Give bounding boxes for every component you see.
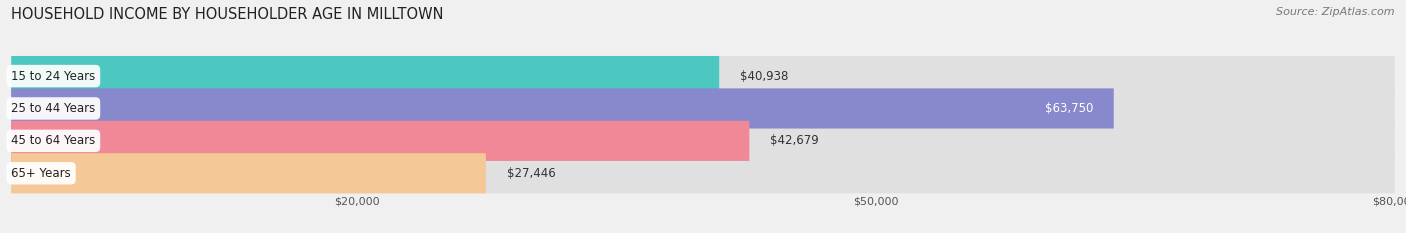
Text: $42,679: $42,679 [770,134,818,147]
FancyBboxPatch shape [11,153,1395,193]
FancyBboxPatch shape [11,56,1395,96]
FancyBboxPatch shape [11,121,1395,161]
FancyBboxPatch shape [11,88,1395,129]
Text: 65+ Years: 65+ Years [11,167,72,180]
Text: $40,938: $40,938 [740,70,789,82]
Text: $27,446: $27,446 [506,167,555,180]
Text: HOUSEHOLD INCOME BY HOUSEHOLDER AGE IN MILLTOWN: HOUSEHOLD INCOME BY HOUSEHOLDER AGE IN M… [11,7,444,22]
FancyBboxPatch shape [11,56,720,96]
Text: 45 to 64 Years: 45 to 64 Years [11,134,96,147]
FancyBboxPatch shape [11,88,1114,129]
Text: Source: ZipAtlas.com: Source: ZipAtlas.com [1277,7,1395,17]
Text: $63,750: $63,750 [1045,102,1092,115]
Text: 25 to 44 Years: 25 to 44 Years [11,102,96,115]
FancyBboxPatch shape [11,121,749,161]
Text: 15 to 24 Years: 15 to 24 Years [11,70,96,82]
FancyBboxPatch shape [11,153,486,193]
